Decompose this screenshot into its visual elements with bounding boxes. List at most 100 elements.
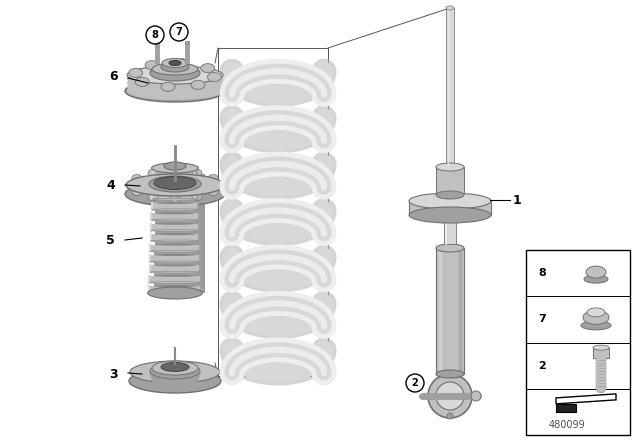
Ellipse shape — [156, 181, 194, 183]
Ellipse shape — [192, 194, 202, 201]
Ellipse shape — [446, 6, 454, 10]
Text: 2: 2 — [538, 361, 546, 370]
Polygon shape — [151, 213, 199, 220]
Polygon shape — [156, 189, 194, 193]
Ellipse shape — [151, 229, 199, 232]
Polygon shape — [154, 283, 196, 286]
Ellipse shape — [132, 175, 142, 181]
Ellipse shape — [150, 240, 200, 242]
Ellipse shape — [127, 70, 223, 88]
Ellipse shape — [436, 191, 464, 199]
Polygon shape — [149, 286, 201, 293]
Ellipse shape — [149, 292, 201, 294]
Ellipse shape — [150, 65, 200, 81]
Ellipse shape — [208, 189, 218, 195]
Ellipse shape — [583, 310, 609, 324]
Circle shape — [436, 382, 464, 410]
Ellipse shape — [129, 369, 221, 393]
Polygon shape — [157, 168, 193, 172]
Ellipse shape — [154, 177, 196, 190]
Ellipse shape — [436, 370, 464, 378]
Ellipse shape — [145, 60, 159, 70]
Ellipse shape — [155, 244, 195, 246]
Ellipse shape — [127, 82, 223, 100]
Polygon shape — [154, 251, 196, 255]
Polygon shape — [155, 174, 205, 293]
Ellipse shape — [409, 207, 491, 223]
Text: 4: 4 — [106, 178, 115, 191]
Polygon shape — [156, 199, 194, 203]
Circle shape — [170, 23, 188, 41]
Ellipse shape — [135, 78, 149, 86]
Ellipse shape — [154, 264, 196, 267]
Circle shape — [406, 374, 424, 392]
Polygon shape — [150, 234, 200, 241]
Ellipse shape — [175, 59, 189, 68]
Polygon shape — [154, 262, 196, 265]
Ellipse shape — [150, 250, 200, 252]
Polygon shape — [154, 272, 196, 276]
Polygon shape — [149, 276, 201, 283]
Ellipse shape — [148, 194, 158, 201]
Polygon shape — [156, 210, 195, 213]
Text: 3: 3 — [109, 367, 118, 380]
Ellipse shape — [152, 198, 198, 200]
Ellipse shape — [148, 169, 158, 177]
Ellipse shape — [127, 78, 223, 96]
Ellipse shape — [126, 181, 136, 189]
Ellipse shape — [587, 308, 605, 317]
Ellipse shape — [169, 60, 181, 65]
Ellipse shape — [156, 191, 194, 194]
Polygon shape — [151, 224, 199, 231]
Ellipse shape — [161, 82, 175, 91]
Polygon shape — [152, 182, 198, 189]
Ellipse shape — [152, 63, 198, 75]
Ellipse shape — [154, 275, 196, 277]
Text: 8: 8 — [538, 268, 546, 278]
Ellipse shape — [156, 212, 195, 214]
Ellipse shape — [152, 163, 198, 173]
Text: 7: 7 — [175, 27, 182, 37]
Polygon shape — [150, 255, 200, 262]
Ellipse shape — [161, 62, 189, 72]
Polygon shape — [436, 167, 464, 195]
Polygon shape — [150, 265, 200, 272]
Polygon shape — [556, 394, 616, 404]
Ellipse shape — [584, 275, 608, 283]
Ellipse shape — [127, 66, 223, 84]
Text: 480099: 480099 — [548, 420, 585, 430]
Ellipse shape — [149, 176, 201, 192]
Polygon shape — [155, 231, 195, 234]
Ellipse shape — [208, 175, 218, 181]
Circle shape — [146, 26, 164, 44]
Ellipse shape — [152, 361, 198, 375]
Circle shape — [447, 413, 453, 419]
Text: 2: 2 — [412, 378, 419, 388]
Ellipse shape — [191, 80, 205, 89]
Ellipse shape — [150, 271, 200, 273]
Ellipse shape — [127, 74, 223, 92]
Ellipse shape — [436, 244, 464, 252]
Ellipse shape — [129, 69, 143, 78]
Ellipse shape — [155, 233, 195, 235]
Text: 7: 7 — [538, 314, 546, 324]
Ellipse shape — [201, 64, 215, 73]
Ellipse shape — [162, 59, 188, 68]
Ellipse shape — [581, 321, 611, 330]
Ellipse shape — [192, 169, 202, 177]
Ellipse shape — [151, 219, 199, 221]
Ellipse shape — [150, 363, 200, 379]
Polygon shape — [155, 241, 195, 245]
Ellipse shape — [593, 345, 609, 350]
Ellipse shape — [586, 266, 606, 278]
Ellipse shape — [152, 177, 197, 179]
Ellipse shape — [149, 282, 201, 284]
Ellipse shape — [156, 223, 195, 225]
Ellipse shape — [125, 80, 225, 102]
Bar — [526, 250, 630, 435]
Polygon shape — [444, 218, 456, 244]
Polygon shape — [156, 220, 195, 224]
Polygon shape — [436, 248, 464, 374]
Polygon shape — [149, 372, 201, 384]
Polygon shape — [156, 178, 194, 182]
